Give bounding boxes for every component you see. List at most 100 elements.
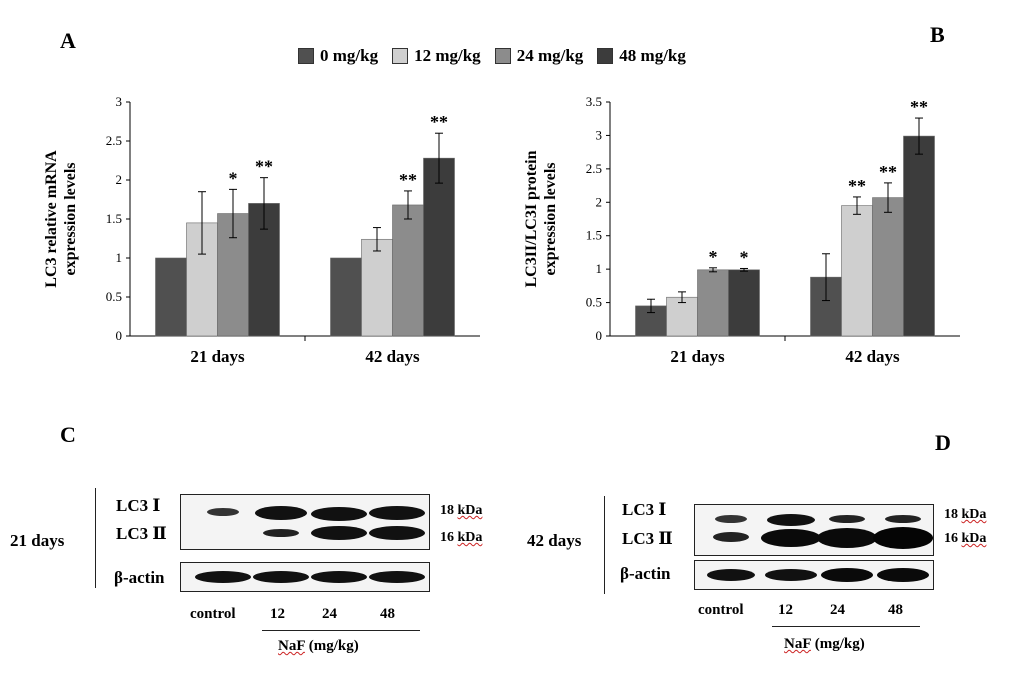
bar (392, 204, 424, 337)
panel-letter-a: A (60, 28, 76, 53)
bar (697, 269, 729, 337)
blot-d-naf-line (772, 626, 920, 627)
blot-d-lc3i-label: LC3 Ⅰ (622, 500, 667, 519)
blot-c-16kda: 16 kDa (440, 530, 482, 546)
chart-a: 0 0.5 1 1.5 2 2.5 3 LC3 relative mRNA expression… (43, 94, 480, 366)
x-category-label: 42 days (365, 347, 420, 366)
blot-d-lane-48: 48 (888, 602, 903, 618)
y-tick-label: 0 (596, 328, 603, 343)
blot-d-lc3-image (713, 514, 933, 549)
band-c-lc3i-1 (207, 508, 239, 516)
band-d-actin-1 (707, 569, 755, 581)
blot-d-naf-label: NaF (mg/kg) (784, 636, 865, 653)
y-axis-label-line: expression levels (62, 162, 79, 275)
legend-item-0: 0 mg/kg (298, 46, 378, 66)
blot-c-18-value: 18 (440, 503, 454, 518)
band-d-lc3i-1 (715, 515, 747, 523)
band-c-lc3ii-4 (369, 526, 425, 540)
bar (155, 257, 187, 337)
blot-c-18-unit: kDa (457, 503, 483, 518)
band-d-lc3i-3 (829, 515, 865, 523)
legend-item-1: 12 mg/kg (392, 46, 481, 66)
blot-d-18-value: 18 (944, 507, 958, 522)
y-axis-label-line: LC3 relative mRNA (43, 150, 60, 288)
y-axis-label: LC3 relative mRNA expression levels (43, 150, 79, 288)
band-d-actin-3 (821, 568, 873, 582)
x-category-label: 42 days (845, 347, 900, 366)
y-tick-label: 0 (116, 328, 123, 343)
y-tick-label: 0.5 (586, 295, 602, 310)
blot-c-16-unit: kDa (457, 530, 483, 545)
blot-d-16-unit: kDa (961, 531, 987, 546)
legend-swatch-0 (298, 48, 314, 64)
blot-c-18kda: 18 kDa (440, 503, 482, 519)
blot-c-actin-label: β-actin (114, 568, 165, 587)
bar (330, 257, 362, 337)
blot-c-lc3i-label: LC3 Ⅰ (116, 496, 161, 515)
bar (872, 197, 904, 337)
y-tick-label: 2.5 (586, 161, 602, 176)
blot-d-lc3ii-label: LC3 Ⅱ (622, 529, 673, 548)
blot-d-naf-unit: (mg/kg) (814, 636, 865, 652)
y-tick-label: 1.5 (586, 228, 602, 243)
chart-b: 0 0.5 1 1.5 2 2.5 3 3.5 LC3II/LC3I protein expres… (523, 94, 960, 366)
significance-mark: ** (848, 176, 866, 196)
blot-c-lane-12: 12 (270, 606, 285, 622)
chart-legend: 0 mg/kg 12 mg/kg 24 mg/kg 48 mg/kg (298, 46, 686, 66)
legend-swatch-2 (494, 48, 511, 64)
blot-c-bracket (95, 488, 96, 588)
legend-label-0: 0 mg/kg (320, 46, 379, 65)
significance-mark: ** (255, 157, 273, 177)
band-c-lc3i-2 (255, 506, 307, 520)
y-tick-label: 1.5 (106, 211, 122, 226)
significance-mark: * (740, 247, 749, 267)
blot-c-lc3ii-label: LC3 Ⅱ (116, 524, 167, 543)
legend-swatch-1 (392, 48, 409, 64)
significance-mark: * (229, 168, 238, 188)
x-category-label: 21 days (190, 347, 245, 366)
significance-mark: ** (430, 112, 448, 132)
blot-d-bracket (604, 496, 605, 594)
y-tick-label: 3 (116, 94, 123, 109)
band-c-lc3i-4 (369, 506, 425, 520)
significance-mark: ** (910, 97, 928, 117)
significance-mark: ** (879, 162, 897, 182)
band-c-actin-1 (195, 571, 251, 583)
bar (635, 305, 667, 337)
blot-c-naf-name: NaF (278, 638, 305, 654)
blot-d-actin-box (694, 560, 934, 590)
blot-d-days-label: 42 days (527, 531, 582, 550)
y-axis-label: LC3II/LC3I protein expression levels (523, 150, 559, 287)
panel-letter-b: B (930, 22, 945, 47)
band-c-lc3ii-2 (263, 529, 299, 537)
y-axis-label-line: expression levels (542, 162, 559, 275)
panel-letter-d: D (935, 430, 951, 455)
y-axis-label-line: LC3II/LC3I protein (523, 150, 540, 287)
band-d-lc3ii-4 (873, 527, 933, 549)
y-tick-label: 2.5 (106, 133, 122, 148)
blot-d-lane-control: control (698, 602, 744, 618)
blot-d-16kda: 16 kDa (944, 531, 986, 547)
blot-c-actin-box (180, 562, 430, 592)
y-tick-label: 0.5 (106, 289, 122, 304)
blot-c-lc3-image (207, 506, 425, 540)
bar (903, 135, 935, 337)
blot-c-naf-unit: (mg/kg) (308, 638, 359, 654)
legend-item-3: 48 mg/kg (597, 46, 686, 66)
legend-swatch-3 (597, 48, 614, 64)
significance-mark: * (709, 247, 718, 267)
panel-letter-c: C (60, 422, 76, 447)
blot-d-naf-name: NaF (784, 636, 811, 652)
legend-label-3: 48 mg/kg (619, 46, 686, 65)
blot-d-lane-24: 24 (830, 602, 845, 618)
y-tick-label: 2 (596, 194, 603, 209)
blot-c-lane-24: 24 (322, 606, 337, 622)
band-c-actin-4 (369, 571, 425, 583)
blot-c-naf-label: NaF (mg/kg) (278, 638, 359, 655)
band-d-actin-2 (765, 569, 817, 581)
legend-item-2: 24 mg/kg (494, 46, 583, 66)
y-tick-label: 1 (596, 261, 603, 276)
band-c-lc3ii-3 (311, 526, 367, 540)
blot-d-actin-image (707, 568, 929, 582)
